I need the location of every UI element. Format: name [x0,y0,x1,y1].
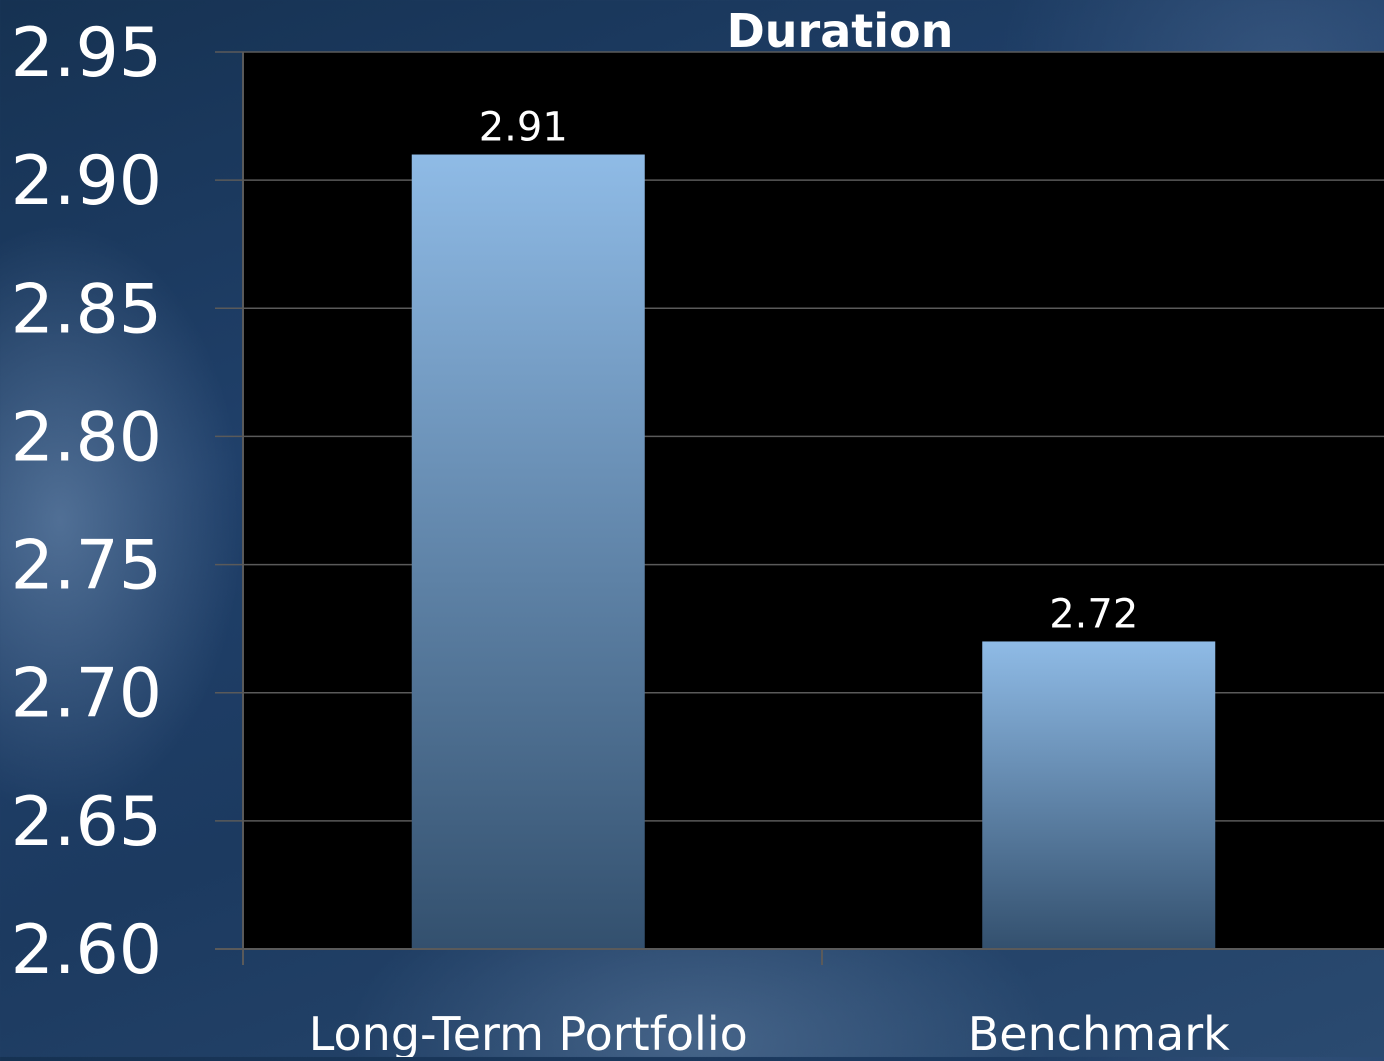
y-tick-label: 2.70 [11,655,162,734]
y-tick-label: 2.75 [11,527,162,606]
bars [411,154,1216,949]
data-label: 2.91 [479,105,568,151]
y-tick-label: 2.80 [11,398,162,477]
chart-title: Duration [727,4,954,58]
y-tick-label: 2.85 [11,270,162,349]
axes [215,51,1384,965]
bar [411,154,645,949]
y-tick-label: 2.95 [11,14,162,93]
bar [982,641,1216,949]
x-category-label: Benchmark [968,1007,1230,1057]
x-category-label: Long-Term Portfolio [309,1007,748,1057]
y-tick-label: 2.60 [11,911,162,990]
y-tick-label: 2.65 [11,783,162,862]
data-label: 2.72 [1049,591,1138,637]
y-tick-label: 2.90 [11,142,162,221]
labels: 2.60 2.65 2.70 2.75 2.80 2.85 2.90 2.95 2.91 Long… [11,14,1231,1061]
